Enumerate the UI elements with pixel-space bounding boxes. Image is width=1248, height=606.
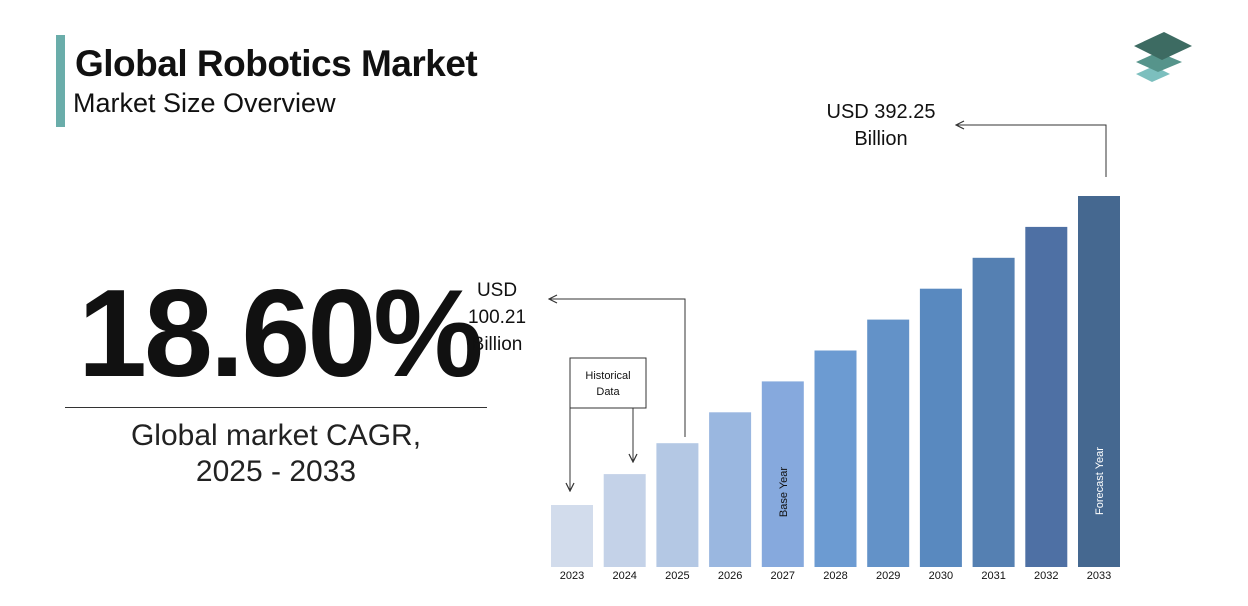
callout-2033-line2: Billion (854, 128, 907, 150)
bar-2025 (656, 443, 699, 567)
x-tick-2023: 2023 (560, 570, 584, 582)
title-accent-bar (56, 35, 65, 127)
base-year-label: Base Year (778, 467, 790, 517)
callout-2025-line2: 100.21 (468, 307, 526, 328)
callout-2025-line3: Billion (472, 334, 523, 355)
x-tick-2025: 2025 (665, 570, 689, 582)
x-tick-2027: 2027 (771, 570, 795, 582)
x-tick-2033: 2033 (1087, 570, 1111, 582)
callout-arrow-2025 (549, 299, 686, 437)
annotations-group: Base Year Forecast Year Historical Data … (468, 101, 1107, 517)
callout-arrow-2033 (956, 125, 1107, 177)
x-tick-2032: 2032 (1034, 570, 1058, 582)
page-title: Global Robotics Market (75, 43, 478, 84)
bar-2024 (603, 474, 646, 567)
bar-2032 (1025, 226, 1068, 567)
callout-2033-line1: USD 392.25 (827, 101, 936, 123)
x-tick-2029: 2029 (876, 570, 900, 582)
historical-data-label-line2: Data (596, 386, 620, 398)
stacked-layers-icon (1134, 32, 1192, 82)
x-tick-2030: 2030 (929, 570, 953, 582)
page-subtitle: Market Size Overview (73, 88, 336, 118)
logo-layer-top (1134, 32, 1192, 60)
cagr-label-line2: 2025 - 2033 (195, 455, 357, 488)
cagr-label-line1: Global market CAGR, (130, 419, 422, 452)
x-tick-2028: 2028 (823, 570, 847, 582)
x-tick-2031: 2031 (981, 570, 1005, 582)
logo-layer-middle (1136, 52, 1182, 72)
bar-2031 (972, 257, 1015, 567)
historical-data-box (569, 357, 647, 409)
historical-data-label-line1: Historical (585, 370, 630, 382)
cagr-label: Global market CAGR, 2025 - 2033 (65, 418, 487, 490)
callout-2025-line1: USD (477, 280, 517, 301)
bar-2029 (867, 319, 910, 567)
x-tick-2026: 2026 (718, 570, 742, 582)
cagr-value: 18.60% (78, 265, 484, 403)
cagr-divider (65, 407, 487, 408)
bar-2028 (814, 350, 857, 567)
bar-2027 (761, 381, 804, 567)
x-tick-2024: 2024 (612, 570, 636, 582)
bar-2033 (1078, 196, 1120, 567)
bar-2023 (551, 505, 593, 567)
x-tick-labels: 2023 2024 2025 2026 2027 2028 2029 2030 2031 2032… (560, 570, 1111, 582)
bar-2030 (919, 288, 962, 567)
bars-group (551, 196, 1120, 567)
forecast-year-label: Forecast Year (1094, 447, 1106, 515)
bar-2026 (709, 412, 752, 567)
